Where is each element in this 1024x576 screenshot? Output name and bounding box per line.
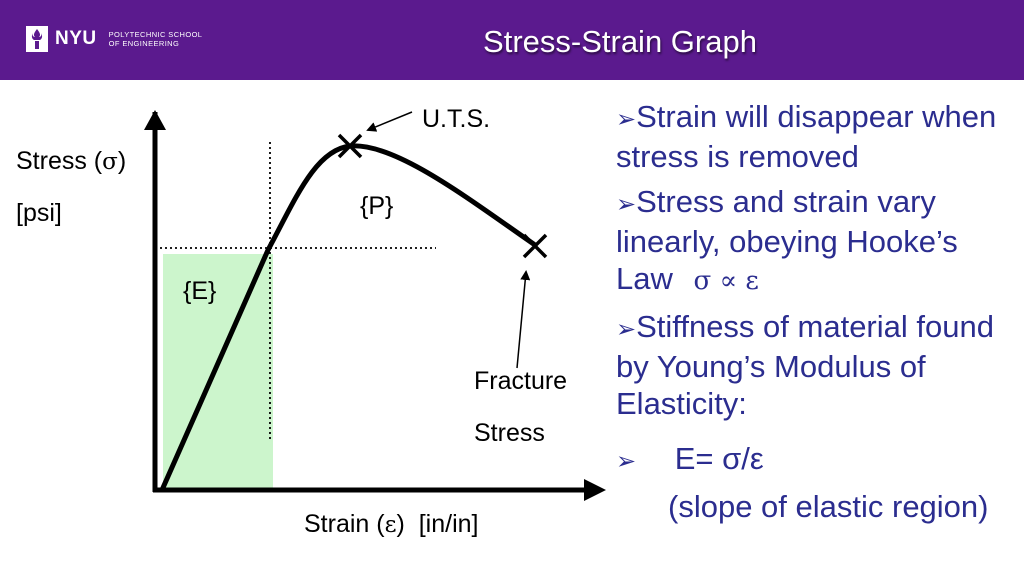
elastic-region-label: {E} xyxy=(183,277,217,305)
fracture-label-stress: Stress xyxy=(474,419,545,447)
youngs-modulus-equation: E= σ/ε xyxy=(674,441,764,476)
plastic-region-label: {P} xyxy=(360,192,394,220)
bullet-list: ➢Strain will disappear when stress is re… xyxy=(616,98,1021,430)
x-axis-arrowhead xyxy=(584,479,606,501)
logo-subtitle: POLYTECHNIC SCHOOL OF ENGINEERING xyxy=(108,30,203,48)
uts-label: U.T.S. xyxy=(422,105,491,133)
x-axis-label: Strain (ε) [in/in] xyxy=(304,510,479,538)
fracture-label: Fracture xyxy=(474,367,568,395)
uts-cross-icon xyxy=(337,133,363,159)
bullet-item: ➢Strain will disappear when stress is re… xyxy=(616,99,997,174)
y-axis-units: [psi] xyxy=(16,199,62,227)
y-axis-arrowhead xyxy=(144,110,166,130)
slide-title: Stress-Strain Graph xyxy=(483,24,757,59)
y-axis-label: Stress (σ) xyxy=(16,147,127,175)
formula-block: ➢ E= σ/ε (slope of elastic region) xyxy=(616,440,989,525)
fracture-cross-icon xyxy=(522,233,548,259)
arrow-bullet-icon: ➢ xyxy=(616,316,637,343)
bullet-item: ➢Stiffness of material found by Young’s … xyxy=(616,309,994,421)
header-bar: NYU POLYTECHNIC SCHOOL OF ENGINEERING St… xyxy=(0,0,1024,80)
nyu-logo: NYU POLYTECHNIC SCHOOL OF ENGINEERING xyxy=(26,24,202,54)
torch-icon xyxy=(26,26,48,52)
arrow-bullet-icon: ➢ xyxy=(616,191,637,218)
arrow-bullet-icon: ➢ xyxy=(616,448,637,475)
uts-pointer-arrow xyxy=(366,111,413,132)
logo-text: NYU xyxy=(55,28,97,49)
arrow-bullet-icon: ➢ xyxy=(616,106,637,133)
stress-strain-diagram xyxy=(144,110,606,501)
fracture-pointer-arrow xyxy=(516,270,531,369)
formula-note: (slope of elastic region) xyxy=(668,489,989,524)
proportional-symbol: σ ∝ ε xyxy=(693,266,759,296)
bullet-item: ➢Stress and strain vary linearly, obeyin… xyxy=(616,184,958,296)
